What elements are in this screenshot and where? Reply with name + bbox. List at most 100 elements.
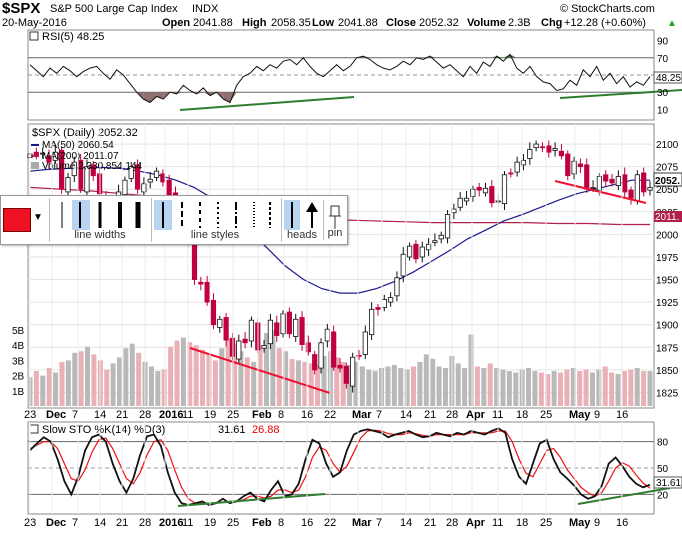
volume-bar (53, 372, 59, 406)
close-label: Close (386, 17, 416, 29)
candle-down (229, 337, 236, 357)
rsi-legend: RSI(5) 48.25 (29, 31, 104, 43)
x-tick-label: 11 (182, 517, 193, 529)
candle-down (337, 364, 343, 369)
candle-up (400, 253, 406, 277)
candle-down (59, 149, 65, 190)
line-width-options (61, 202, 141, 228)
volume-tick-label: 1B (12, 387, 25, 398)
candle-down (274, 322, 280, 336)
sto-value-tag-text: 31.61 (656, 478, 681, 489)
candle-up (552, 148, 558, 151)
rsi-legend-text: RSI(5) 48.25 (42, 31, 104, 43)
candle-down (558, 150, 565, 157)
pin-icon[interactable] (324, 202, 346, 232)
candle-up (419, 246, 425, 258)
volume-bar (65, 360, 71, 406)
rsi-value-tag (653, 71, 682, 84)
volume-label: Volume (467, 17, 506, 29)
volume-bar (411, 366, 417, 406)
color-dropdown-arrow-icon[interactable]: ▼ (33, 212, 43, 223)
volume-bar (219, 348, 225, 406)
ma200-legend-text: MA(200) 2011.07 (42, 151, 119, 162)
x-tick-label: 14 (400, 409, 412, 421)
rsi-trendline-right[interactable] (559, 89, 682, 99)
volume-bar (347, 364, 353, 406)
open-label: Open (162, 17, 190, 29)
volume-bar (85, 346, 91, 406)
rsi-oversold-fill (156, 92, 164, 100)
volume-bar (155, 371, 161, 406)
ma200-value-tag (654, 211, 682, 222)
sto-k-line (29, 427, 651, 506)
volume-bar (551, 371, 557, 406)
rsi-value-tag-text: 48.25 (656, 73, 681, 84)
open-value: 2041.88 (193, 17, 233, 29)
sto-trendline-left[interactable] (177, 493, 326, 507)
candle-up (217, 318, 223, 328)
volume-bar (244, 357, 250, 406)
x-tick-label: 11 (492, 409, 503, 421)
volume-bar (391, 364, 397, 406)
candle-up (514, 161, 520, 173)
annotation-toolbar: ▼ line widths line styles (0, 195, 348, 245)
heads-label: heads (287, 229, 317, 241)
pin-group[interactable]: pin (323, 200, 346, 240)
volume-bar (628, 369, 634, 406)
volume-bar (462, 368, 468, 406)
x-tick-label: 23 (24, 409, 36, 421)
candle-up (590, 187, 596, 189)
volume-bar (564, 369, 570, 406)
rsi-tick-label: 10 (657, 105, 669, 116)
x-tick-label: 9 (594, 517, 600, 529)
volume-value: 2.3B (508, 17, 531, 29)
volume-bar (404, 369, 410, 406)
sto-k-value: 31.61 (218, 424, 246, 436)
volume-bar (596, 369, 602, 406)
volume-axis: 5B 4B 3B 2B 1B (12, 326, 25, 398)
price-tick-label: 1950 (656, 276, 679, 287)
candle-down (584, 164, 590, 190)
candle-down (166, 179, 172, 196)
volume-bar (206, 354, 212, 406)
index-name: S&P 500 Large Cap Index (50, 3, 178, 15)
price-tick-label: 1825 (656, 388, 679, 399)
x-tick-label: Mar (352, 409, 372, 421)
candle-up (596, 176, 602, 191)
x-tick-label: 8 (278, 517, 284, 529)
candle-up (634, 174, 640, 202)
candle-down (312, 354, 318, 371)
volume-bar (212, 360, 218, 406)
volume-bar (353, 361, 359, 406)
volume-bar (526, 368, 532, 406)
x-tick-label: 25 (540, 517, 552, 529)
candle-down (489, 186, 495, 204)
sto-legend-text: Slow STO %K(14) %D(3) (42, 424, 165, 436)
volume-bar (481, 368, 487, 406)
volume-bar (110, 363, 116, 406)
quote-date: 20-May-2016 (2, 17, 67, 29)
volume-bar (251, 361, 257, 406)
candle-down (299, 317, 305, 345)
candle-up (248, 319, 255, 342)
sto-legend-swatch (29, 424, 39, 434)
volume-legend-swatch (31, 162, 39, 169)
volume-bar (193, 345, 199, 406)
candle-up (52, 151, 58, 161)
ma200-value-tag-text: 2011. (655, 212, 679, 223)
volume-bar (647, 371, 653, 406)
rsi-oversold-fill (176, 92, 184, 94)
volume-tick-label: 5B (12, 326, 25, 337)
color-swatch[interactable] (3, 208, 31, 232)
heads-group: heads (281, 198, 322, 242)
x-tick-label: 11 (492, 517, 503, 529)
x-tick-label: 28 (139, 409, 151, 421)
sto-trendline-right[interactable] (577, 487, 671, 505)
candle-up (84, 166, 90, 193)
arrow-head-icon[interactable] (306, 202, 318, 212)
volume-bar (430, 358, 436, 406)
candle-up (141, 183, 147, 193)
rsi-trendline-left[interactable] (179, 96, 355, 111)
